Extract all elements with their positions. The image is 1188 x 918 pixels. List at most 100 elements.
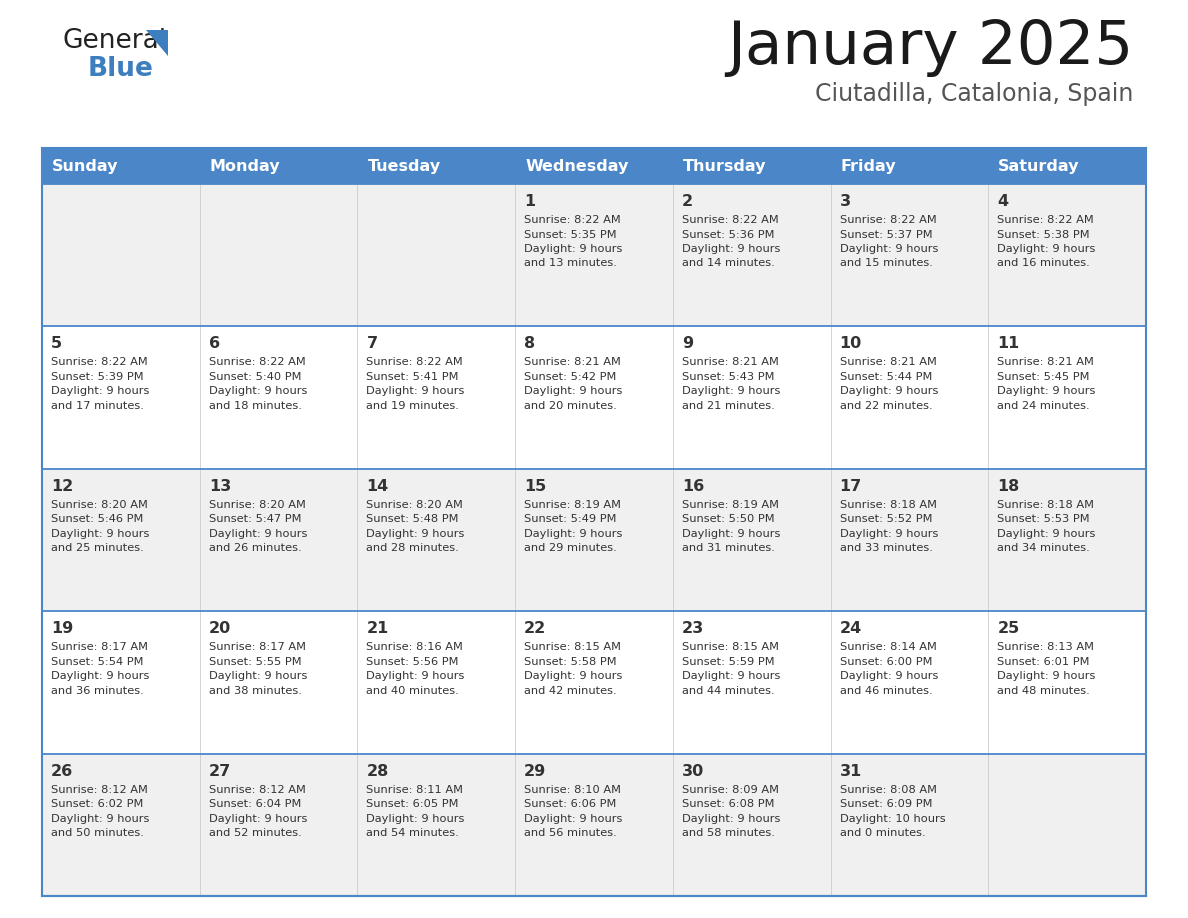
Text: 13: 13: [209, 479, 230, 494]
Text: Sunrise: 8:17 AM: Sunrise: 8:17 AM: [51, 643, 148, 652]
Text: and 20 minutes.: and 20 minutes.: [524, 401, 617, 411]
Text: Sunset: 5:58 PM: Sunset: 5:58 PM: [524, 656, 617, 666]
Text: Sunrise: 8:21 AM: Sunrise: 8:21 AM: [997, 357, 1094, 367]
Text: Daylight: 9 hours: Daylight: 9 hours: [682, 813, 781, 823]
Text: Sunrise: 8:21 AM: Sunrise: 8:21 AM: [682, 357, 778, 367]
Text: Daylight: 9 hours: Daylight: 9 hours: [209, 671, 307, 681]
Text: 19: 19: [51, 621, 74, 636]
Text: Sunrise: 8:22 AM: Sunrise: 8:22 AM: [997, 215, 1094, 225]
Text: Sunrise: 8:20 AM: Sunrise: 8:20 AM: [209, 499, 305, 509]
Text: Sunset: 5:38 PM: Sunset: 5:38 PM: [997, 230, 1089, 240]
Text: 10: 10: [840, 336, 861, 352]
Text: General: General: [62, 28, 166, 54]
Text: Daylight: 9 hours: Daylight: 9 hours: [682, 529, 781, 539]
Text: and 14 minutes.: and 14 minutes.: [682, 259, 775, 268]
Text: 26: 26: [51, 764, 74, 778]
Text: Sunset: 5:44 PM: Sunset: 5:44 PM: [840, 372, 931, 382]
Text: Sunset: 5:53 PM: Sunset: 5:53 PM: [997, 514, 1089, 524]
Text: Daylight: 9 hours: Daylight: 9 hours: [682, 244, 781, 254]
Text: Sunrise: 8:15 AM: Sunrise: 8:15 AM: [682, 643, 779, 652]
Text: and 48 minutes.: and 48 minutes.: [997, 686, 1091, 696]
Text: 25: 25: [997, 621, 1019, 636]
Text: Daylight: 10 hours: Daylight: 10 hours: [840, 813, 946, 823]
Text: Sunset: 6:02 PM: Sunset: 6:02 PM: [51, 799, 144, 809]
Text: and 18 minutes.: and 18 minutes.: [209, 401, 302, 411]
Text: Sunset: 5:39 PM: Sunset: 5:39 PM: [51, 372, 144, 382]
Text: Saturday: Saturday: [998, 159, 1080, 174]
Text: 30: 30: [682, 764, 704, 778]
Text: January 2025: January 2025: [727, 18, 1133, 77]
Text: and 17 minutes.: and 17 minutes.: [51, 401, 144, 411]
Text: Sunset: 6:06 PM: Sunset: 6:06 PM: [524, 799, 617, 809]
Text: 24: 24: [840, 621, 861, 636]
Text: 28: 28: [366, 764, 388, 778]
Text: Sunset: 5:41 PM: Sunset: 5:41 PM: [366, 372, 459, 382]
Text: Daylight: 9 hours: Daylight: 9 hours: [524, 671, 623, 681]
Text: Daylight: 9 hours: Daylight: 9 hours: [366, 813, 465, 823]
Text: 7: 7: [366, 336, 378, 352]
Text: Sunrise: 8:22 AM: Sunrise: 8:22 AM: [51, 357, 147, 367]
Bar: [42, 469, 1146, 611]
Text: Sunset: 5:40 PM: Sunset: 5:40 PM: [209, 372, 302, 382]
Text: 4: 4: [997, 194, 1009, 209]
Text: and 0 minutes.: and 0 minutes.: [840, 828, 925, 838]
Text: Daylight: 9 hours: Daylight: 9 hours: [366, 386, 465, 397]
Text: Sunset: 5:37 PM: Sunset: 5:37 PM: [840, 230, 933, 240]
Bar: [42, 611, 1146, 754]
Text: Sunrise: 8:11 AM: Sunrise: 8:11 AM: [366, 785, 463, 795]
Text: Sunrise: 8:21 AM: Sunrise: 8:21 AM: [524, 357, 621, 367]
Text: Sunset: 5:43 PM: Sunset: 5:43 PM: [682, 372, 775, 382]
Text: Monday: Monday: [210, 159, 280, 174]
Text: Sunrise: 8:09 AM: Sunrise: 8:09 AM: [682, 785, 779, 795]
Text: and 16 minutes.: and 16 minutes.: [997, 259, 1091, 268]
Text: 27: 27: [209, 764, 230, 778]
Text: Daylight: 9 hours: Daylight: 9 hours: [840, 529, 939, 539]
Text: Daylight: 9 hours: Daylight: 9 hours: [209, 529, 307, 539]
Text: Sunset: 5:54 PM: Sunset: 5:54 PM: [51, 656, 144, 666]
Text: Sunrise: 8:22 AM: Sunrise: 8:22 AM: [209, 357, 305, 367]
Text: and 13 minutes.: and 13 minutes.: [524, 259, 617, 268]
Text: Sunrise: 8:19 AM: Sunrise: 8:19 AM: [682, 499, 779, 509]
Text: Friday: Friday: [841, 159, 896, 174]
Text: Daylight: 9 hours: Daylight: 9 hours: [840, 244, 939, 254]
Text: Sunrise: 8:20 AM: Sunrise: 8:20 AM: [366, 499, 463, 509]
Text: Sunrise: 8:14 AM: Sunrise: 8:14 AM: [840, 643, 936, 652]
Text: 11: 11: [997, 336, 1019, 352]
Text: 17: 17: [840, 479, 861, 494]
Text: Sunset: 5:59 PM: Sunset: 5:59 PM: [682, 656, 775, 666]
Text: and 34 minutes.: and 34 minutes.: [997, 543, 1091, 554]
Text: 6: 6: [209, 336, 220, 352]
Text: Sunset: 5:36 PM: Sunset: 5:36 PM: [682, 230, 775, 240]
Text: Sunrise: 8:22 AM: Sunrise: 8:22 AM: [840, 215, 936, 225]
Text: and 31 minutes.: and 31 minutes.: [682, 543, 775, 554]
Text: Sunrise: 8:12 AM: Sunrise: 8:12 AM: [209, 785, 305, 795]
Text: Sunset: 5:50 PM: Sunset: 5:50 PM: [682, 514, 775, 524]
Text: 8: 8: [524, 336, 536, 352]
Text: Sunset: 6:00 PM: Sunset: 6:00 PM: [840, 656, 933, 666]
Text: 21: 21: [366, 621, 388, 636]
Text: 23: 23: [682, 621, 704, 636]
Text: Sunset: 5:56 PM: Sunset: 5:56 PM: [366, 656, 459, 666]
Text: Sunrise: 8:18 AM: Sunrise: 8:18 AM: [840, 499, 936, 509]
Text: 16: 16: [682, 479, 704, 494]
Text: Sunset: 5:42 PM: Sunset: 5:42 PM: [524, 372, 617, 382]
Text: 22: 22: [524, 621, 546, 636]
Text: Sunrise: 8:16 AM: Sunrise: 8:16 AM: [366, 643, 463, 652]
Text: 15: 15: [524, 479, 546, 494]
Text: 9: 9: [682, 336, 693, 352]
Text: and 26 minutes.: and 26 minutes.: [209, 543, 302, 554]
Text: and 15 minutes.: and 15 minutes.: [840, 259, 933, 268]
Text: and 19 minutes.: and 19 minutes.: [366, 401, 460, 411]
Text: Sunrise: 8:13 AM: Sunrise: 8:13 AM: [997, 643, 1094, 652]
Text: Ciutadilla, Catalonia, Spain: Ciutadilla, Catalonia, Spain: [815, 82, 1133, 106]
Text: and 58 minutes.: and 58 minutes.: [682, 828, 775, 838]
Text: Sunset: 5:48 PM: Sunset: 5:48 PM: [366, 514, 459, 524]
Text: Sunset: 5:49 PM: Sunset: 5:49 PM: [524, 514, 617, 524]
Text: and 56 minutes.: and 56 minutes.: [524, 828, 617, 838]
Text: Sunrise: 8:22 AM: Sunrise: 8:22 AM: [682, 215, 778, 225]
Text: Sunset: 5:55 PM: Sunset: 5:55 PM: [209, 656, 302, 666]
Text: Sunset: 6:04 PM: Sunset: 6:04 PM: [209, 799, 301, 809]
Text: and 40 minutes.: and 40 minutes.: [366, 686, 460, 696]
Text: and 38 minutes.: and 38 minutes.: [209, 686, 302, 696]
Text: Daylight: 9 hours: Daylight: 9 hours: [682, 671, 781, 681]
